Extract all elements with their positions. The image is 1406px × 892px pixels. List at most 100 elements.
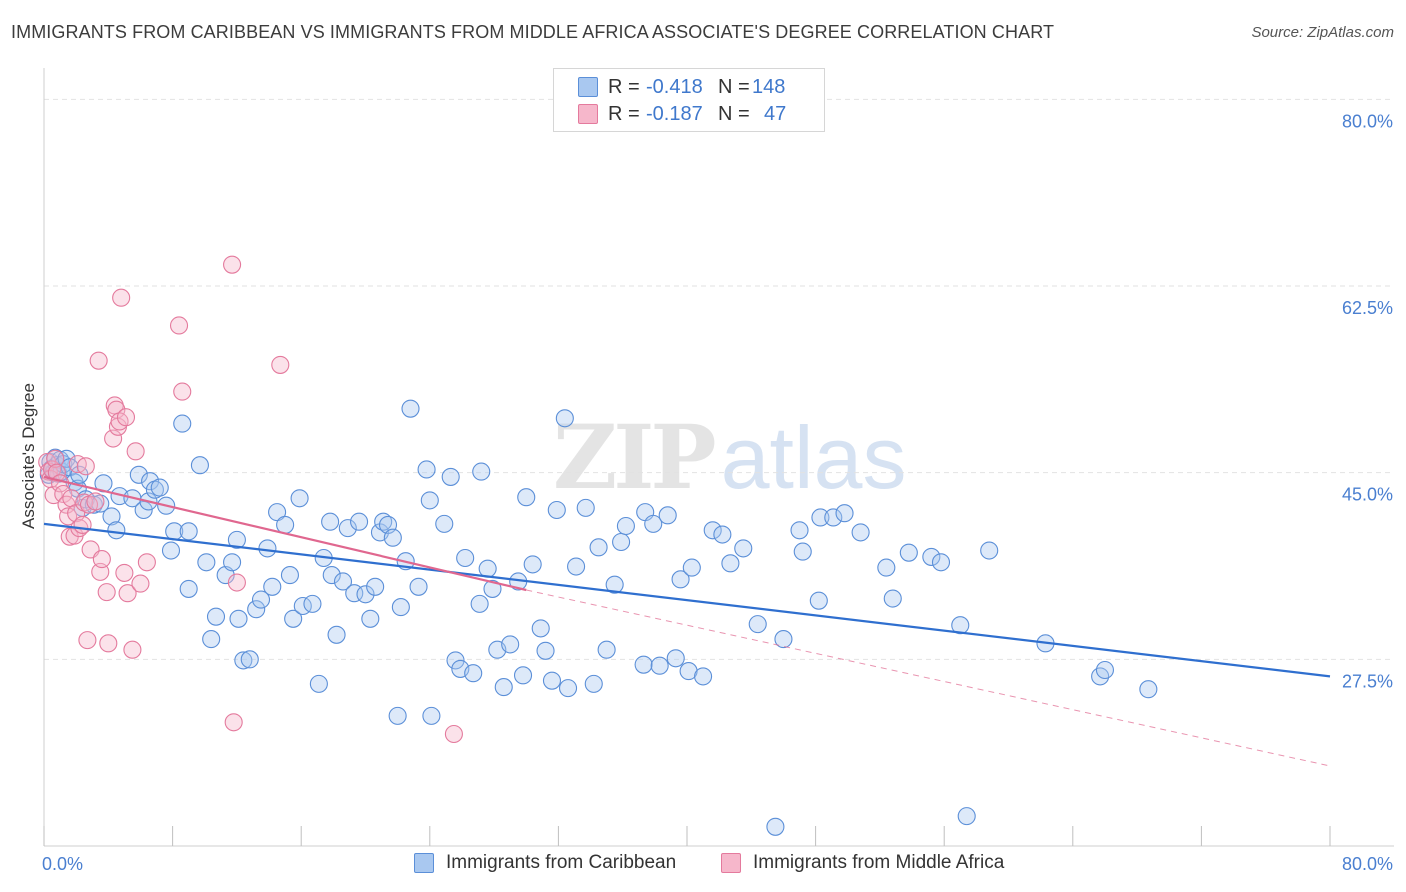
legend-swatch-middle-africa bbox=[578, 104, 598, 124]
middle-africa-point bbox=[169, 316, 189, 335]
caribbean-point bbox=[478, 559, 497, 578]
caribbean-point bbox=[734, 539, 753, 558]
middle-africa-point bbox=[123, 640, 142, 659]
caribbean-point bbox=[616, 516, 635, 536]
caribbean-point bbox=[321, 512, 340, 531]
middle-africa-point bbox=[78, 631, 97, 650]
middle-africa-point bbox=[86, 492, 105, 511]
middle-africa-points bbox=[38, 255, 463, 744]
caribbean-point bbox=[1139, 680, 1158, 699]
caribbean-point bbox=[713, 525, 732, 544]
y-tick-label: 62.5% bbox=[1342, 298, 1393, 318]
caribbean-point bbox=[464, 664, 483, 683]
legend-n-value: 148 bbox=[752, 75, 786, 98]
caribbean-point bbox=[388, 706, 407, 725]
middle-africa-point bbox=[173, 382, 192, 401]
caribbean-point bbox=[446, 651, 465, 670]
legend-r-value: -0.187 bbox=[646, 102, 703, 125]
caribbean-point bbox=[129, 465, 148, 484]
caribbean-point bbox=[456, 548, 475, 568]
caribbean-point bbox=[922, 547, 941, 566]
caribbean-point bbox=[422, 706, 441, 725]
caribbean-point bbox=[472, 462, 491, 481]
legend-n-label: N = bbox=[718, 75, 750, 98]
caribbean-point bbox=[150, 478, 169, 497]
middle-africa-point bbox=[223, 255, 242, 274]
caribbean-point bbox=[190, 456, 209, 475]
caribbean-point bbox=[333, 572, 353, 591]
caribbean-point bbox=[612, 532, 631, 552]
middle-africa-point bbox=[44, 486, 63, 505]
stats-legend: R = -0.418 N = 148 R = -0.187 N = 47 bbox=[553, 68, 825, 132]
caribbean-point bbox=[576, 498, 595, 517]
caribbean-point bbox=[501, 635, 520, 654]
middle-africa-point bbox=[73, 515, 92, 534]
caribbean-point bbox=[327, 625, 346, 644]
caribbean-point bbox=[161, 541, 181, 560]
caribbean-point bbox=[721, 554, 740, 573]
caribbean-point bbox=[547, 500, 566, 520]
middle-africa-point bbox=[126, 442, 145, 461]
caribbean-point bbox=[322, 566, 341, 585]
legend-n-value: 47 bbox=[764, 102, 787, 125]
middle-africa-point bbox=[97, 583, 116, 602]
middle-africa-point bbox=[47, 463, 66, 482]
caribbean-point bbox=[877, 558, 896, 577]
caribbean-point bbox=[202, 630, 221, 649]
caribbean-point bbox=[258, 539, 277, 558]
caribbean-point bbox=[883, 589, 902, 608]
caribbean-point bbox=[268, 503, 287, 522]
middle-africa-trend-extension bbox=[526, 589, 1331, 767]
middle-africa-point bbox=[227, 573, 246, 592]
caribbean-point bbox=[173, 414, 192, 433]
caribbean-point bbox=[748, 615, 767, 634]
caribbean-point bbox=[703, 521, 722, 540]
caribbean-point bbox=[517, 488, 536, 507]
caribbean-point bbox=[650, 656, 669, 675]
middle-africa-trend-line bbox=[43, 475, 527, 592]
caribbean-point bbox=[567, 557, 586, 576]
legend-label-middle-africa: Immigrants from Middle Africa bbox=[753, 852, 1005, 873]
caribbean-point bbox=[247, 600, 266, 619]
caribbean-point bbox=[835, 504, 854, 523]
middle-africa-point bbox=[76, 457, 95, 476]
caribbean-point bbox=[542, 671, 562, 690]
caribbean-point bbox=[470, 594, 489, 613]
caribbean-point bbox=[251, 590, 271, 609]
grid-layer bbox=[44, 98, 1394, 660]
legend-item-middle-africa[interactable]: Immigrants from Middle Africa bbox=[721, 852, 1004, 874]
caribbean-point bbox=[658, 506, 677, 525]
caribbean-point bbox=[851, 523, 870, 542]
caribbean-point bbox=[391, 598, 410, 617]
middle-africa-point bbox=[46, 449, 65, 468]
caribbean-point bbox=[441, 467, 460, 486]
middle-africa-point bbox=[99, 634, 118, 653]
caribbean-point bbox=[107, 521, 126, 540]
caribbean-point bbox=[597, 640, 616, 659]
caribbean-point bbox=[682, 558, 701, 577]
legend-item-caribbean[interactable]: Immigrants from Caribbean bbox=[414, 852, 676, 874]
caribbean-point bbox=[589, 538, 608, 557]
caribbean-point bbox=[366, 577, 385, 596]
caribbean-point bbox=[766, 817, 785, 836]
caribbean-point bbox=[523, 555, 542, 574]
caribbean-point bbox=[824, 508, 843, 527]
caribbean-point bbox=[605, 575, 624, 594]
caribbean-point bbox=[1095, 660, 1114, 680]
caribbean-point bbox=[793, 542, 812, 561]
zipatlas-watermark: ZIPatlas bbox=[553, 405, 906, 509]
caribbean-point bbox=[417, 460, 436, 479]
legend-row-middle-africa: R = -0.187 N = 47 bbox=[554, 101, 786, 127]
middle-africa-point bbox=[115, 563, 134, 582]
caribbean-point bbox=[494, 678, 513, 697]
y-axis-label: Associate's Degree bbox=[19, 383, 38, 529]
watermark-atlas: atlas bbox=[720, 408, 907, 507]
caribbean-point bbox=[383, 528, 402, 547]
caribbean-point bbox=[811, 508, 830, 527]
legend-row-caribbean: R = -0.418 N = 148 bbox=[554, 74, 785, 100]
middle-africa-point bbox=[131, 574, 150, 593]
caribbean-point bbox=[179, 522, 198, 541]
y-tick-label: 27.5% bbox=[1342, 671, 1393, 691]
caribbean-point bbox=[790, 521, 809, 540]
caribbean-point bbox=[197, 553, 216, 572]
